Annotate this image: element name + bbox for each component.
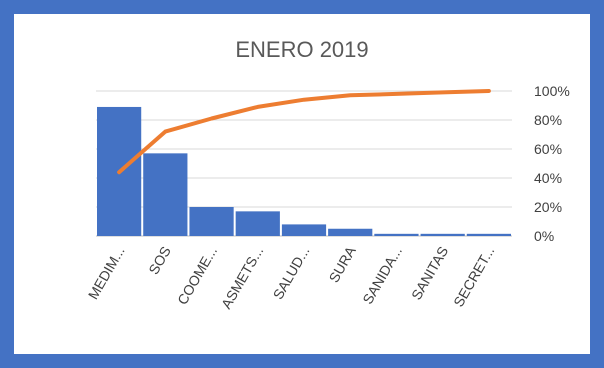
cumulative-line-series — [117, 89, 491, 175]
secondary-axis-ticks: 0% 20% 40% 60% 80% 100% — [534, 83, 570, 244]
x-tick-label: SURA — [326, 243, 360, 285]
bar — [143, 153, 188, 236]
x-tick-label: MEDIM... — [85, 244, 128, 303]
bar — [281, 224, 327, 236]
pareto-chart: ENERO 2019 0% 20% 40% 60% 80% 100% MEDIM... SO… — [85, 37, 570, 312]
x-tick-label: ASMETS... — [218, 244, 266, 312]
x-tick-label: SOS — [145, 244, 174, 278]
y2-tick-label: 20% — [534, 199, 562, 215]
x-tick-label: SANIDA... — [359, 244, 405, 307]
bar — [328, 228, 373, 236]
y2-tick-label: 0% — [534, 228, 554, 244]
cumulative-line — [117, 89, 491, 175]
category-axis-ticks: MEDIM... SOS COOME...ASMETS... SALUD... SURA… — [85, 243, 498, 312]
bar — [189, 207, 234, 236]
x-tick-label: SECRET... — [450, 244, 497, 310]
y2-tick-label: 60% — [534, 141, 562, 157]
y2-tick-label: 40% — [534, 170, 562, 186]
bar-series — [97, 106, 511, 236]
x-tick-label: COOME... — [174, 243, 220, 307]
chart-title: ENERO 2019 — [235, 37, 368, 62]
y2-tick-label: 80% — [534, 112, 562, 128]
bar — [374, 233, 419, 236]
x-tick-label: SALUD... — [270, 244, 313, 303]
y2-tick-label: 100% — [534, 83, 570, 99]
x-tick-label: SANITAS — [408, 244, 451, 303]
bar — [235, 211, 280, 236]
bar — [466, 233, 511, 236]
bar — [420, 233, 465, 236]
